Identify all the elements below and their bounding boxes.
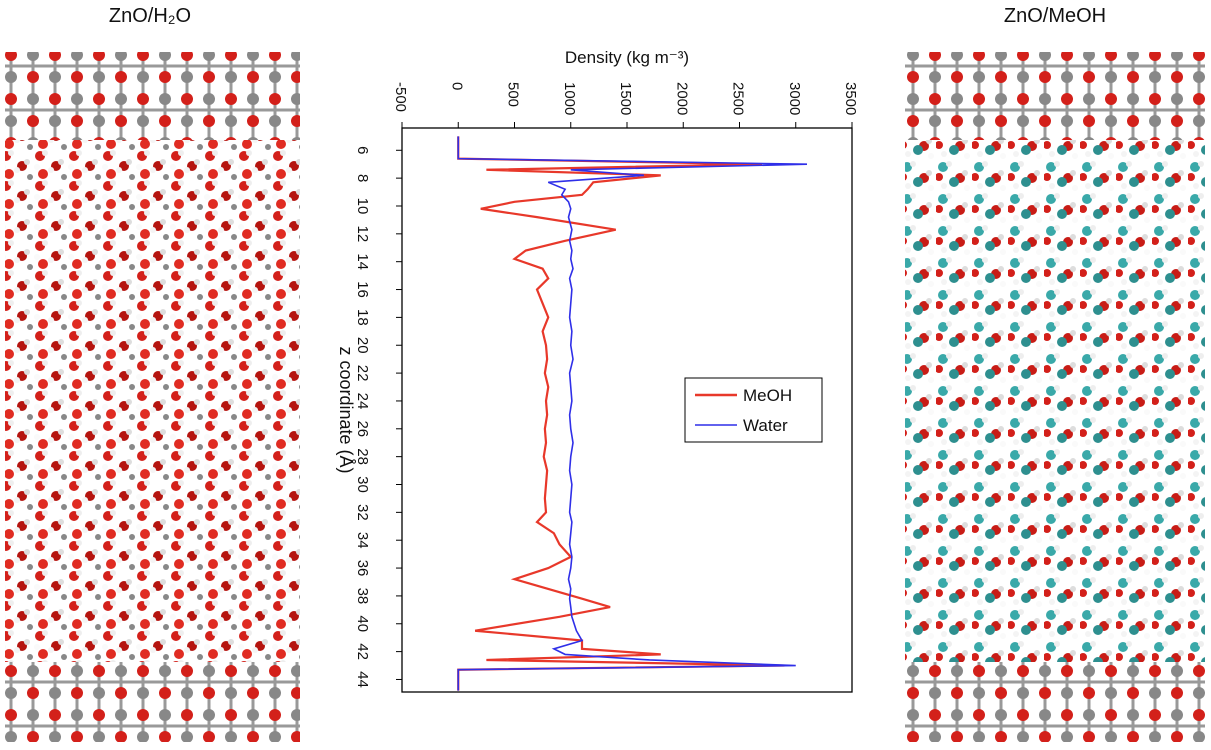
zno-slab xyxy=(5,662,300,742)
z-tick-label: 36 xyxy=(354,560,371,577)
z-tick-label: 14 xyxy=(354,253,371,270)
density-tick-label: 3500 xyxy=(842,82,859,115)
density-line xyxy=(457,136,785,691)
plot: -500 0 500 1000 1500 2000 2500 3000 3500 6 8 10 12 14… xyxy=(354,82,859,693)
water-layer xyxy=(5,140,300,662)
z-tick-label: 40 xyxy=(354,615,371,632)
z-tick-label: 32 xyxy=(354,504,371,521)
zno-slab xyxy=(905,52,1205,140)
density-tick-label: -500 xyxy=(392,82,409,112)
z-tick-label: 28 xyxy=(354,448,371,465)
z-axis-title: z coordinate (Å) xyxy=(336,346,356,473)
z-tick-label: 26 xyxy=(354,420,371,437)
density-tick-label: 500 xyxy=(505,82,522,107)
zno-slab xyxy=(905,662,1205,742)
z-tick-label: 42 xyxy=(354,643,371,660)
density-tick-label: 1500 xyxy=(617,82,634,115)
z-tick-label: 8 xyxy=(354,174,371,182)
z-tick-label: 34 xyxy=(354,532,371,549)
density-axis-title: Density (kg m⁻³) xyxy=(565,48,689,67)
z-tick-label: 24 xyxy=(354,393,371,410)
z-tick-label: 10 xyxy=(354,198,371,215)
right-title: ZnO/MeOH xyxy=(1004,5,1106,27)
z-tick-label: 22 xyxy=(354,365,371,382)
z-tick-label: 18 xyxy=(354,309,371,326)
density-tick-label: 2500 xyxy=(730,82,747,115)
z-tick-label: 38 xyxy=(354,588,371,605)
density-tick-label: 3000 xyxy=(786,82,803,115)
methanol-layer xyxy=(905,140,1205,662)
density-line xyxy=(457,136,808,691)
density-tick-label: 0 xyxy=(448,82,465,90)
density-tick-label: 1000 xyxy=(561,82,578,115)
legend-label: Water xyxy=(743,416,788,435)
z-tick-label: 30 xyxy=(354,476,371,493)
z-tick-label: 44 xyxy=(354,671,371,688)
legend-label: MeOH xyxy=(743,386,792,405)
z-tick-label: 12 xyxy=(354,225,371,242)
z-tick-label: 20 xyxy=(354,337,371,354)
z-tick-label: 6 xyxy=(354,146,371,154)
zno-slab xyxy=(5,52,300,140)
left-title: ZnO/H₂O xyxy=(109,5,191,27)
z-tick-label: 16 xyxy=(354,281,371,298)
legend-box xyxy=(684,377,823,443)
density-tick-label: 2000 xyxy=(673,82,690,115)
